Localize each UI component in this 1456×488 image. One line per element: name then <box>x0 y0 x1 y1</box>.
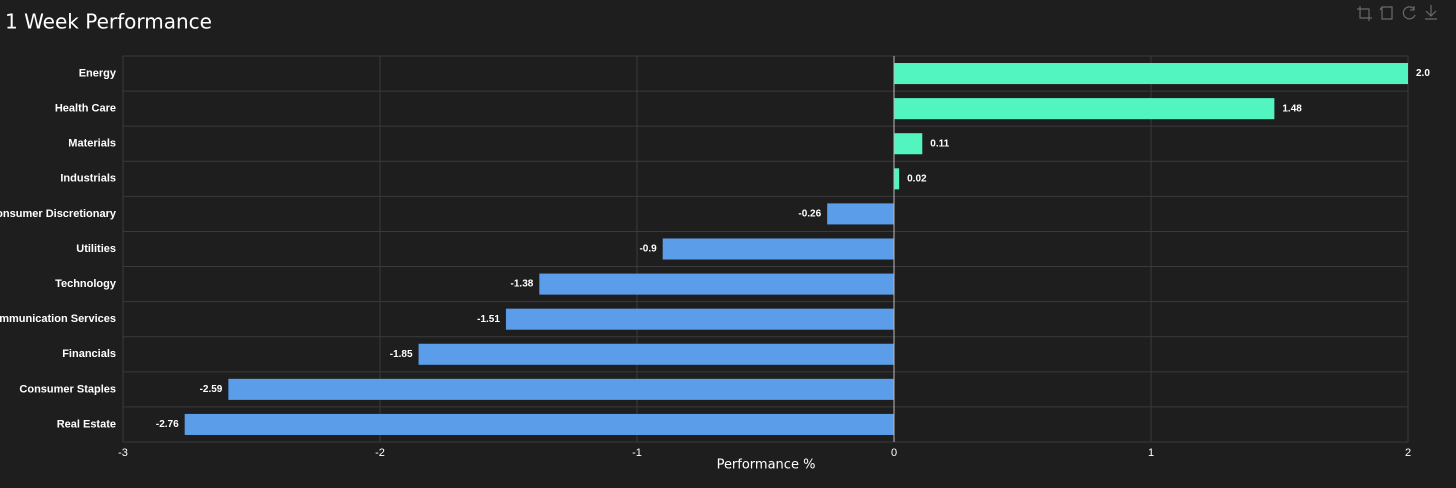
refresh-icon[interactable] <box>1402 6 1416 20</box>
chart-title: 1 Week Performance <box>5 10 212 34</box>
x-tick-label: 0 <box>891 447 897 459</box>
y-tick-label: Materials <box>68 138 116 150</box>
bar <box>418 343 894 365</box>
y-tick-label: Technology <box>55 278 117 290</box>
y-tick-label: Industrials <box>60 173 116 185</box>
value-label: 2.0 <box>1416 68 1430 79</box>
value-label: 0.11 <box>930 138 949 149</box>
plot-area: -3 -2 -1 0 1 2 Energy 2.0 Health Care 1.48 Materia… <box>0 55 1430 459</box>
bar <box>894 133 923 155</box>
y-tick-label: Utilities <box>76 243 116 255</box>
bar <box>505 308 894 330</box>
zoom-icon[interactable] <box>1357 6 1372 21</box>
bar <box>662 238 894 260</box>
x-tick-label: 2 <box>1405 447 1411 459</box>
x-tick-label: -1 <box>632 447 642 459</box>
value-label: -1.51 <box>477 314 500 325</box>
download-icon[interactable] <box>1425 5 1437 20</box>
value-label: -2.59 <box>200 384 223 395</box>
value-label: -1.38 <box>511 279 534 290</box>
y-tick-label: Health Care <box>55 103 116 115</box>
bar <box>539 273 894 295</box>
bar <box>228 378 894 400</box>
toolbar <box>1357 5 1437 21</box>
y-tick-label: Consumer Staples <box>19 383 116 395</box>
reset-icon[interactable] <box>1379 6 1393 20</box>
y-tick-label: Communication Services <box>0 313 116 325</box>
bar <box>827 203 894 225</box>
x-tick-label: 1 <box>1148 447 1154 459</box>
value-label: -2.76 <box>156 419 179 430</box>
y-tick-label: Financials <box>62 348 116 360</box>
value-label: -0.9 <box>639 244 657 255</box>
x-tick-label: -3 <box>118 447 128 459</box>
bar <box>184 413 894 435</box>
value-label: 1.48 <box>1282 103 1302 114</box>
bar <box>894 168 900 190</box>
y-tick-label: Consumer Discretionary <box>0 208 117 220</box>
value-label: -0.26 <box>798 209 821 220</box>
x-tick-label: -2 <box>375 447 385 459</box>
value-label: 0.02 <box>907 173 927 184</box>
bar <box>894 63 1408 85</box>
y-tick-label: Real Estate <box>57 418 116 430</box>
y-tick-label: Energy <box>79 67 117 79</box>
value-label: -1.85 <box>390 349 413 360</box>
bar <box>894 98 1275 120</box>
x-axis-label: Performance % <box>717 458 816 473</box>
